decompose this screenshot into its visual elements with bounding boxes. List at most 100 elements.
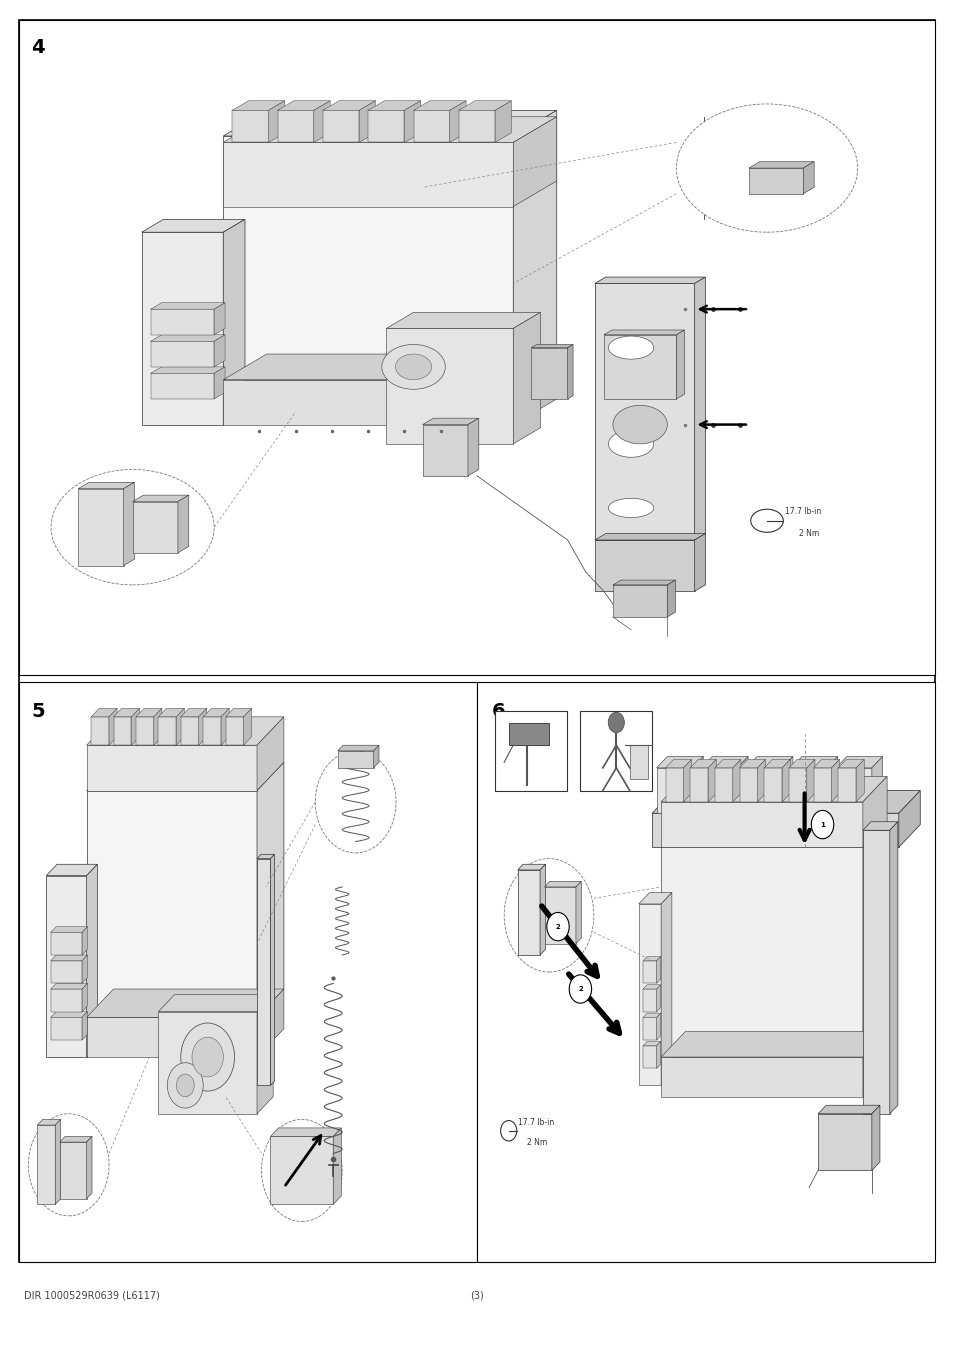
Polygon shape <box>739 768 757 802</box>
Polygon shape <box>595 277 704 284</box>
Polygon shape <box>871 756 882 813</box>
Polygon shape <box>256 855 274 859</box>
Polygon shape <box>889 822 897 1114</box>
Polygon shape <box>862 830 889 1114</box>
Polygon shape <box>87 763 284 791</box>
Polygon shape <box>87 745 256 791</box>
Text: 5: 5 <box>31 702 45 721</box>
Polygon shape <box>422 418 478 425</box>
Polygon shape <box>221 709 229 745</box>
Polygon shape <box>55 1119 61 1204</box>
Polygon shape <box>862 822 886 1057</box>
Polygon shape <box>277 101 330 111</box>
Polygon shape <box>458 101 511 111</box>
Text: 2 Nm: 2 Nm <box>798 529 818 539</box>
Text: 2 Nm: 2 Nm <box>526 1138 546 1146</box>
Polygon shape <box>707 759 716 802</box>
Polygon shape <box>690 768 707 802</box>
Polygon shape <box>82 983 88 1011</box>
Bar <box>476 682 934 1262</box>
Polygon shape <box>158 1011 256 1114</box>
Polygon shape <box>223 379 513 425</box>
Polygon shape <box>203 709 229 717</box>
Polygon shape <box>223 143 513 207</box>
Polygon shape <box>763 768 781 802</box>
Polygon shape <box>256 763 284 1018</box>
Polygon shape <box>660 848 862 1057</box>
Polygon shape <box>109 709 117 745</box>
Polygon shape <box>694 277 704 540</box>
Polygon shape <box>151 342 213 367</box>
Polygon shape <box>51 926 88 933</box>
Polygon shape <box>745 768 781 813</box>
Polygon shape <box>517 864 545 869</box>
Polygon shape <box>158 717 176 745</box>
Polygon shape <box>567 344 573 400</box>
Polygon shape <box>732 759 740 802</box>
Polygon shape <box>181 709 207 717</box>
Polygon shape <box>642 961 656 983</box>
Polygon shape <box>682 759 691 802</box>
Polygon shape <box>223 111 557 136</box>
Polygon shape <box>757 759 765 802</box>
Polygon shape <box>656 1012 660 1040</box>
Polygon shape <box>404 101 420 143</box>
Polygon shape <box>788 768 806 802</box>
Ellipse shape <box>608 336 653 359</box>
Polygon shape <box>153 709 162 745</box>
Polygon shape <box>656 768 692 813</box>
Polygon shape <box>87 1018 256 1057</box>
Circle shape <box>569 975 591 1003</box>
Circle shape <box>51 470 213 585</box>
Polygon shape <box>781 756 792 813</box>
Polygon shape <box>271 1137 333 1204</box>
Polygon shape <box>82 1011 88 1040</box>
Ellipse shape <box>608 431 653 458</box>
Polygon shape <box>595 533 704 540</box>
Polygon shape <box>51 961 82 983</box>
Polygon shape <box>539 864 545 954</box>
Polygon shape <box>256 990 284 1057</box>
Bar <box>629 745 647 779</box>
Polygon shape <box>132 709 139 745</box>
Polygon shape <box>612 580 675 585</box>
Polygon shape <box>269 101 285 143</box>
Circle shape <box>395 354 431 379</box>
Polygon shape <box>639 892 671 904</box>
Circle shape <box>546 913 569 941</box>
Polygon shape <box>203 717 221 745</box>
Polygon shape <box>386 312 539 328</box>
Polygon shape <box>813 759 839 768</box>
Polygon shape <box>714 759 740 768</box>
Polygon shape <box>158 995 273 1011</box>
Polygon shape <box>135 717 153 745</box>
Polygon shape <box>158 709 184 717</box>
Polygon shape <box>271 1129 341 1137</box>
Polygon shape <box>87 990 284 1018</box>
Polygon shape <box>642 956 660 961</box>
Polygon shape <box>513 111 557 379</box>
Polygon shape <box>113 717 132 745</box>
Polygon shape <box>513 312 539 444</box>
Polygon shape <box>213 367 225 400</box>
Circle shape <box>608 713 623 733</box>
Polygon shape <box>639 904 660 1085</box>
Text: 4: 4 <box>31 38 45 57</box>
Polygon shape <box>225 709 252 717</box>
Polygon shape <box>333 1129 341 1204</box>
Polygon shape <box>322 111 358 143</box>
Polygon shape <box>642 990 656 1011</box>
Polygon shape <box>700 756 747 768</box>
Polygon shape <box>151 373 213 400</box>
Ellipse shape <box>608 498 653 517</box>
Polygon shape <box>37 1119 61 1125</box>
Circle shape <box>612 405 666 444</box>
Polygon shape <box>223 354 557 379</box>
Circle shape <box>500 1120 517 1141</box>
Polygon shape <box>817 1114 871 1170</box>
Polygon shape <box>862 776 886 848</box>
Polygon shape <box>233 101 285 111</box>
Polygon shape <box>665 759 691 768</box>
Polygon shape <box>314 101 330 143</box>
Polygon shape <box>113 709 139 717</box>
